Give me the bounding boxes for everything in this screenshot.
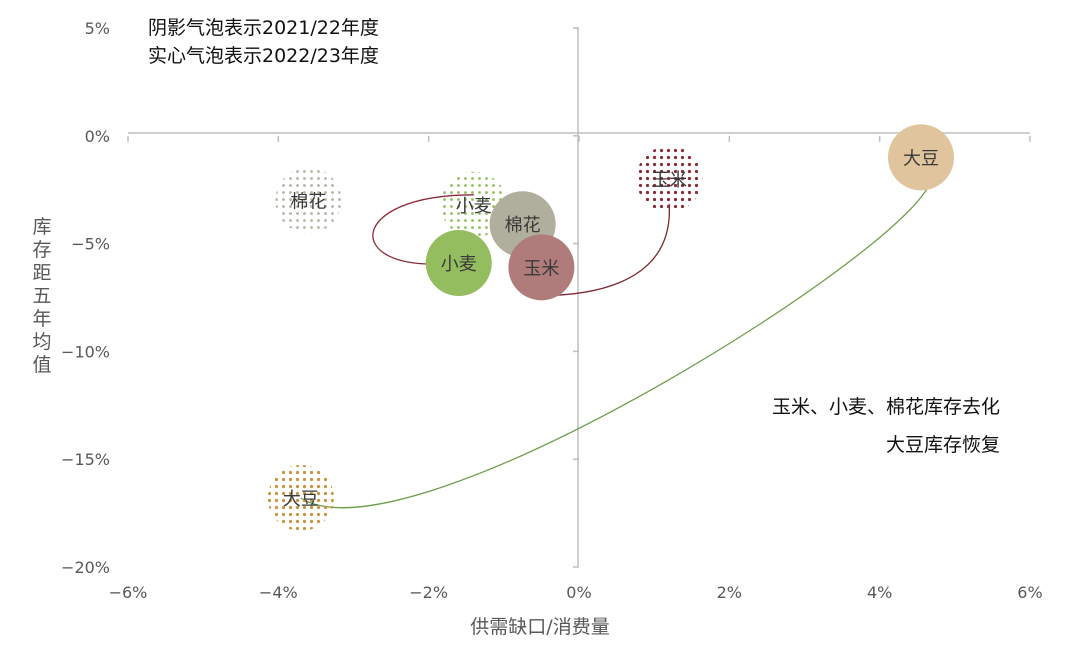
bubble-label: 棉花 <box>505 215 541 236</box>
bubble-label: 棉花 <box>290 191 326 212</box>
subtitle-line-2: 实心气泡表示2022/23年度 <box>148 45 379 67</box>
x-tick-label: −4% <box>259 583 298 602</box>
bubble-solid <box>425 230 492 297</box>
bubble-2021-大豆: 大豆 <box>267 465 334 532</box>
bubble-label: 大豆 <box>283 489 319 510</box>
annotation-line-2: 大豆库存恢复 <box>885 434 1000 456</box>
bubble-shaded <box>267 465 334 532</box>
y-tick-label: −10% <box>61 342 110 361</box>
bubble-2021-玉米: 玉米 <box>636 145 703 212</box>
x-tick-label: −2% <box>409 583 448 602</box>
y-tick-label: −20% <box>61 558 110 577</box>
x-tick-label: 2% <box>717 583 742 602</box>
bubble-2022-小麦: 小麦 <box>425 230 492 297</box>
annotation-line-1: 玉米、小麦、棉花库存去化 <box>771 396 1000 418</box>
axes <box>128 28 1030 567</box>
y-tick-label: −15% <box>61 450 110 469</box>
bubble-solid <box>508 234 575 301</box>
bubble-solid <box>888 124 955 191</box>
x-axis-label: 供需缺口/消费量 <box>470 616 610 638</box>
x-tick-label: 4% <box>867 583 892 602</box>
tick-marks <box>127 27 1031 568</box>
tick-labels: −6% −4% −2% 0% 2% 4% 6% 5% 0% −5% −10% −15% −20% <box>61 19 1043 602</box>
bubble-label: 小麦 <box>441 254 477 275</box>
x-tick-label: 6% <box>1017 583 1042 602</box>
bubble-shaded <box>275 167 342 234</box>
bubble-2022-大豆: 大豆 <box>888 124 955 191</box>
arrow-大豆 <box>300 177 932 509</box>
bubble-label: 小麦 <box>456 196 492 217</box>
y-tick-label: 5% <box>85 19 110 38</box>
arrows <box>300 177 932 509</box>
subtitle-line-1: 阴影气泡表示2021/22年度 <box>148 17 379 39</box>
y-tick-label: −5% <box>71 235 110 254</box>
bubble-shaded <box>636 145 703 212</box>
x-tick-label: 0% <box>566 583 591 602</box>
bubble-label: 大豆 <box>903 148 939 169</box>
bubble-label: 玉米 <box>651 170 687 191</box>
bubble-label: 玉米 <box>523 258 559 279</box>
y-axis-label: 库存距五年均值 <box>32 216 52 376</box>
arrow-小麦 <box>372 194 474 265</box>
x-tick-label: −6% <box>109 583 148 602</box>
bubble-2022-玉米: 玉米 <box>508 234 575 301</box>
bubble-2021-棉花: 棉花 <box>275 167 342 234</box>
y-tick-label: 0% <box>85 127 110 146</box>
